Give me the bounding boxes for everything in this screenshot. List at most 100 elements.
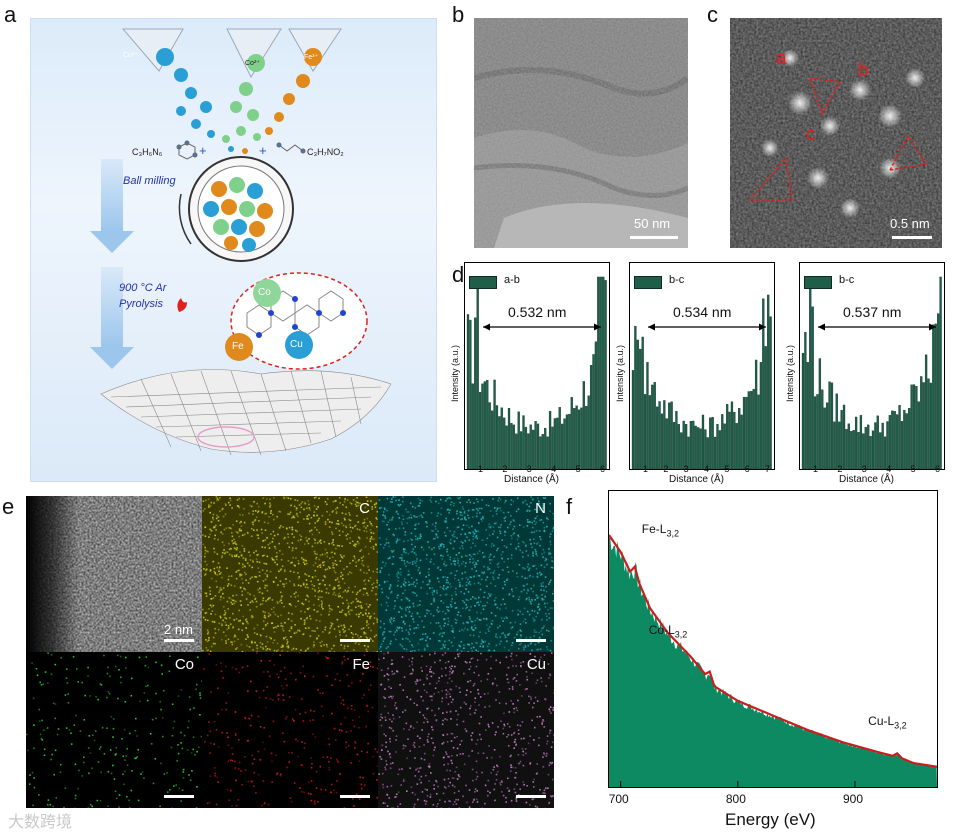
line-profile-chart-1 bbox=[464, 262, 610, 470]
profile-bar bbox=[811, 306, 814, 470]
panel-label-a: a bbox=[4, 2, 17, 27]
profile-bar bbox=[680, 432, 683, 470]
profile-bar bbox=[536, 423, 540, 470]
profile-bar bbox=[905, 413, 908, 470]
x-tick-label: 3 bbox=[861, 464, 867, 474]
x-tick-label: 800 bbox=[725, 792, 746, 806]
profile-bar bbox=[481, 383, 484, 470]
profile-bar bbox=[898, 405, 901, 470]
profile-bar bbox=[599, 276, 602, 470]
profile-bar bbox=[539, 436, 542, 470]
profile-bar bbox=[922, 382, 925, 470]
profile-bar bbox=[745, 396, 748, 470]
profile-bar bbox=[903, 409, 906, 470]
schematic-drawing bbox=[100, 28, 392, 456]
profile-bar bbox=[512, 424, 515, 470]
profile-bar bbox=[908, 407, 911, 470]
profile-bar bbox=[471, 383, 474, 470]
profile-bar bbox=[879, 432, 882, 470]
profile-bar bbox=[488, 402, 491, 470]
profile-bar bbox=[750, 391, 753, 470]
profile-bar bbox=[597, 276, 600, 470]
fe-ion-label: Fe³⁺ bbox=[304, 54, 319, 61]
legend-swatch-1 bbox=[469, 276, 497, 289]
profile-bars-3 bbox=[801, 276, 942, 470]
x-tick-label: 5 bbox=[724, 464, 730, 474]
profile-bar bbox=[570, 397, 573, 470]
profile-bar bbox=[730, 401, 734, 470]
profile-bar bbox=[833, 421, 836, 470]
profile-bar bbox=[684, 424, 688, 470]
element-map-cu: Cu bbox=[378, 652, 554, 808]
profile-bar bbox=[920, 376, 923, 470]
profile-bar bbox=[582, 381, 585, 470]
profile-bar bbox=[580, 407, 583, 470]
profile-bar bbox=[867, 424, 870, 470]
profile-bar bbox=[825, 402, 829, 470]
x-axis-label-3: Distance (Å) bbox=[839, 474, 895, 485]
profile-bar bbox=[643, 394, 647, 470]
co-atom bbox=[253, 279, 281, 307]
profile-bar bbox=[845, 429, 848, 470]
milling-balls bbox=[203, 177, 273, 252]
eels-x-axis-label: Energy (eV) bbox=[725, 810, 816, 829]
profile-bar bbox=[648, 395, 652, 470]
profile-bar bbox=[924, 354, 928, 470]
element-map-co: Co bbox=[26, 652, 202, 808]
peak-label-sub: 3,2 bbox=[674, 629, 688, 640]
line-profile-chart-3 bbox=[799, 262, 945, 470]
peak-label-main: Fe-L bbox=[641, 521, 667, 536]
profile-bar bbox=[742, 396, 746, 470]
panel-label-f: f bbox=[566, 494, 573, 519]
profile-bar bbox=[500, 407, 503, 470]
haadf-texture-c bbox=[730, 18, 942, 248]
legend-label-3: b-c bbox=[839, 274, 855, 286]
distance-arrowhead bbox=[818, 323, 825, 331]
profile-bar bbox=[733, 411, 736, 470]
profile-bar bbox=[587, 395, 590, 470]
x-tick-label: 7 bbox=[765, 464, 771, 474]
falling-spheres bbox=[174, 68, 310, 154]
profile-bar bbox=[469, 319, 472, 470]
element-map-texture bbox=[378, 496, 554, 652]
watermark: 大数跨境 bbox=[8, 814, 73, 831]
profile-bar bbox=[524, 426, 528, 470]
line-profile-chart-2 bbox=[629, 262, 775, 470]
profile-bar bbox=[466, 314, 470, 470]
profile-bar bbox=[503, 417, 506, 470]
eels-spectrum-svg bbox=[609, 534, 937, 787]
element-map-texture bbox=[203, 652, 378, 808]
profile-bar bbox=[723, 423, 726, 470]
profile-bar bbox=[728, 411, 731, 470]
profile-bar bbox=[725, 404, 729, 470]
peak-label-sub: 3,2 bbox=[894, 720, 907, 731]
element-map-texture bbox=[202, 496, 378, 652]
profile-bar bbox=[663, 400, 666, 470]
scalebar-b bbox=[630, 236, 678, 239]
profile-bar bbox=[529, 424, 532, 470]
step-ball-milling: Ball milling bbox=[123, 175, 176, 187]
profile-bar bbox=[929, 382, 933, 470]
x-tick-label: 900 bbox=[843, 792, 864, 806]
profile-bar bbox=[711, 416, 714, 470]
profile-bar bbox=[505, 425, 508, 470]
cu-atom bbox=[285, 331, 313, 359]
triangle-abc bbox=[808, 77, 842, 116]
graphene-sheet bbox=[100, 369, 392, 456]
triangle-right bbox=[888, 134, 928, 171]
x-tick-label: 4 bbox=[551, 464, 557, 474]
synthesis-schematic: Cu²⁺ Co²⁺ Fe³⁺ C₃H₆N₆ + + C₃H₇NO₂ Ball m… bbox=[30, 18, 437, 482]
distance-arrowhead bbox=[759, 323, 766, 331]
profile-bar bbox=[634, 325, 637, 470]
distance-label-1: 0.532 nm bbox=[508, 304, 567, 320]
profile-bar bbox=[874, 422, 877, 470]
profile-bar bbox=[900, 421, 904, 470]
scale-label-e: 2 nm bbox=[164, 622, 193, 637]
element-label-fe: Fe bbox=[352, 656, 370, 673]
peak-label-2: Co-L3,2 bbox=[649, 623, 688, 639]
profile-bar bbox=[577, 409, 581, 470]
step-pyrolysis-line2: Pyrolysis bbox=[119, 298, 164, 310]
scale-label-b: 50 nm bbox=[634, 216, 671, 231]
profile-bar bbox=[655, 406, 659, 470]
profile-bar bbox=[498, 416, 501, 470]
